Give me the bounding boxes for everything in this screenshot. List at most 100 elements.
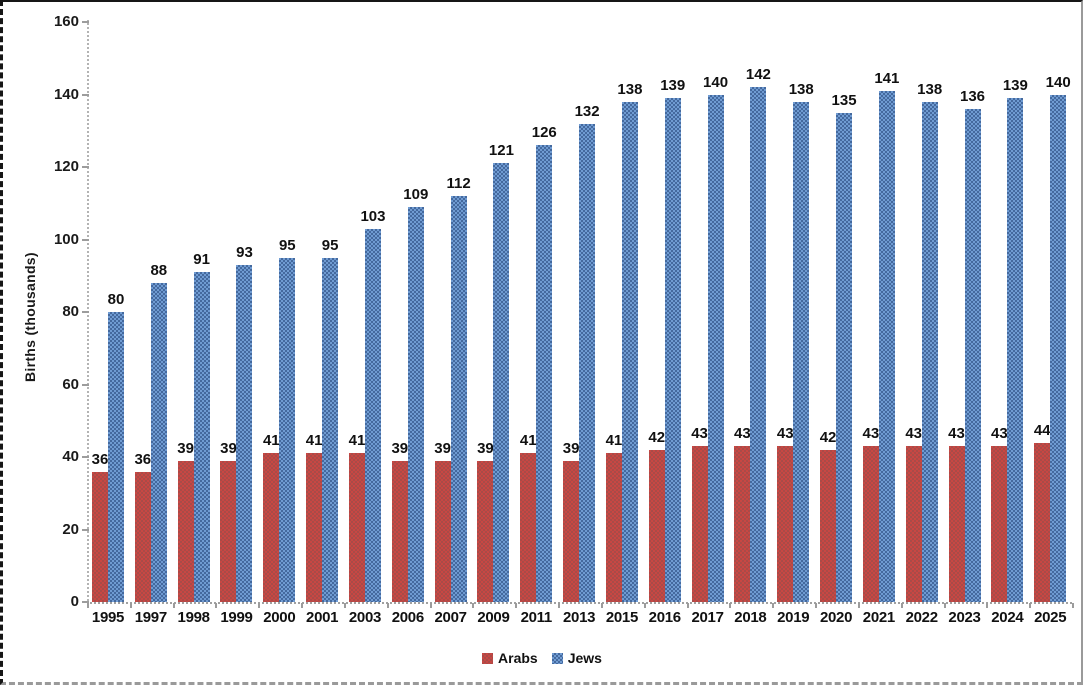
y-tick-label: 140	[53, 85, 79, 103]
x-tick-mark	[258, 603, 261, 608]
bar-value-label: 43	[991, 425, 1008, 443]
bar-jews-1995	[108, 312, 124, 602]
x-tick-mark	[343, 603, 346, 608]
y-tick-label: 60	[62, 375, 79, 393]
bar-arabs-2009	[477, 460, 494, 602]
x-tick-label: 2000	[263, 609, 296, 626]
x-tick-label: 2021	[862, 609, 895, 626]
x-tick-label: 2009	[477, 609, 510, 626]
bar-arabs-1998	[177, 460, 194, 602]
x-tick-label: 2015	[605, 609, 638, 626]
bar-value-label: 103	[360, 207, 386, 225]
y-tick-mark	[82, 601, 89, 603]
bar-value-label: 42	[819, 428, 837, 446]
bar-value-label: 39	[477, 439, 494, 457]
bar-jews-2003	[364, 228, 381, 602]
bar-arabs-2022	[905, 446, 922, 602]
x-tick-label: 2024	[991, 609, 1024, 626]
bar-arabs-2001	[306, 453, 323, 602]
legend-item-arabs: Arabs	[482, 650, 538, 666]
bar-value-label: 109	[403, 185, 429, 203]
bar-arabs-2021	[862, 446, 879, 602]
bar-value-label: 140	[1045, 73, 1071, 91]
bar-jews-2007	[450, 196, 467, 602]
bar-value-label: 36	[91, 450, 109, 468]
bar-arabs-2015	[605, 453, 622, 602]
bar-jews-1997	[150, 283, 167, 602]
x-tick-mark	[129, 603, 132, 608]
bar-value-label: 139	[660, 77, 686, 95]
bar-value-label: 126	[531, 124, 557, 142]
bar-jews-2009	[493, 163, 510, 602]
bar-value-label: 36	[134, 450, 152, 468]
bar-value-label: 41	[519, 432, 537, 450]
bar-value-label: 93	[236, 243, 253, 261]
x-tick-label: 2001	[306, 609, 339, 626]
x-tick-mark	[87, 603, 89, 608]
bar-value-label: 41	[262, 432, 280, 450]
legend-item-jews: Jews	[551, 650, 602, 666]
bar-arabs-1999	[220, 460, 237, 602]
y-tick-label: 0	[70, 593, 79, 610]
bar-value-label: 39	[434, 439, 451, 457]
bar-value-label: 91	[193, 251, 210, 269]
bar-value-label: 95	[278, 236, 296, 254]
bar-value-label: 121	[488, 142, 514, 160]
bar-jews-2021	[878, 90, 895, 602]
legend-label-arabs: Arabs	[498, 650, 538, 666]
bar-arabs-2003	[348, 453, 365, 602]
bar-value-label: 132	[574, 102, 600, 120]
bar-value-label: 95	[321, 236, 339, 254]
bar-value-label: 43	[948, 425, 965, 443]
legend-swatch-jews-icon	[551, 652, 563, 664]
bar-arabs-2018	[734, 446, 751, 602]
x-tick-mark	[515, 603, 518, 608]
x-tick-mark	[943, 603, 946, 608]
x-tick-label: 2019	[777, 609, 810, 626]
bar-arabs-2020	[820, 449, 837, 602]
y-tick-mark	[82, 383, 89, 386]
y-tick-mark	[82, 528, 89, 531]
bar-arabs-2019	[777, 446, 794, 602]
x-tick-label: 2017	[691, 609, 724, 626]
bar-value-label: 138	[917, 80, 943, 98]
x-tick-label: 2023	[948, 609, 981, 626]
x-tick-mark	[600, 603, 603, 608]
bar-value-label: 41	[605, 432, 623, 450]
bar-jews-2016	[664, 98, 681, 602]
bar-arabs-2016	[648, 449, 665, 602]
x-tick-mark	[172, 603, 175, 608]
x-tick-mark	[643, 603, 646, 608]
bar-arabs-1995	[92, 471, 108, 602]
x-tick-mark	[772, 603, 775, 608]
x-tick-mark	[1072, 603, 1074, 608]
y-tick-label: 20	[62, 520, 79, 538]
bar-jews-2018	[750, 87, 767, 602]
y-tick-label: 160	[53, 13, 79, 30]
legend: Arabs Jews	[3, 650, 1081, 666]
bar-value-label: 41	[305, 432, 323, 450]
x-tick-mark	[386, 603, 389, 608]
bar-value-label: 142	[745, 66, 771, 84]
x-tick-label: 2025	[1034, 609, 1067, 626]
bar-arabs-2000	[263, 453, 280, 602]
bar-value-label: 42	[648, 428, 666, 446]
bar-jews-2022	[921, 101, 938, 602]
y-tick-mark	[82, 238, 89, 241]
bar-value-label: 43	[905, 425, 923, 443]
bar-value-label: 39	[562, 439, 580, 457]
bar-value-label: 43	[776, 425, 794, 443]
bar-value-label: 141	[874, 69, 900, 87]
bar-value-label: 136	[960, 88, 986, 105]
bar-jews-1998	[193, 272, 210, 602]
y-tick-label: 120	[53, 158, 79, 175]
bar-value-label: 43	[691, 425, 708, 443]
x-tick-label: 2013	[562, 609, 596, 626]
bar-value-label: 43	[862, 425, 880, 443]
bar-value-label: 39	[391, 439, 409, 457]
bar-jews-2023	[964, 109, 981, 602]
legend-label-jews: Jews	[567, 650, 602, 666]
bar-value-label: 80	[107, 291, 125, 308]
x-tick-mark	[729, 603, 732, 608]
